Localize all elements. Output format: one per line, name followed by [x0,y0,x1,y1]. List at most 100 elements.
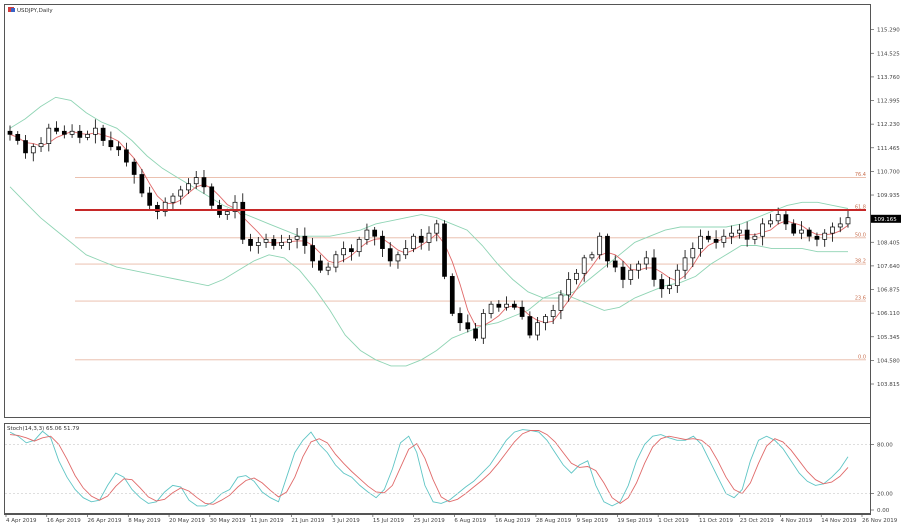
price-axis: 115.290 114.525 113.760 112.995 112.230 111.4… [870,28,900,388]
candle-bullish [46,127,52,144]
price-tick-label: 110.700 [877,169,900,175]
candle-bearish [380,235,385,249]
indicator-label: Stoch(14,3,3) 65.06 51.79 [7,426,80,432]
candles [7,119,851,344]
candle-bullish [411,235,416,249]
price-tick-label: 104.580 [877,358,900,364]
candle-bullish [845,217,851,225]
fib-level-label: 0.0 [858,354,866,360]
candle-bearish [7,130,13,135]
candle-bullish [550,310,556,317]
time-tick-label: 11 Oct 2019 [699,518,734,524]
candle-bullish [395,254,401,262]
candle-bearish [349,248,354,253]
candle-bearish [240,201,246,240]
candle-bullish [38,143,44,148]
candle-bearish [131,161,137,175]
candle-bullish [85,133,90,138]
candle-bullish [224,211,230,215]
price-tick-label: 109.935 [877,193,900,199]
candle-bullish [837,223,843,228]
time-tick-label: 19 Sep 2019 [617,518,652,524]
candle-bullish [721,235,727,243]
candle-bullish [480,313,486,339]
candle-bearish [108,140,114,148]
candle-bearish [473,328,478,339]
candle-bullish [488,303,494,314]
chart-title: USDJPY,Daily [17,8,53,14]
candle-bullish [628,269,634,280]
candle-bullish [574,272,579,280]
candle-bearish [61,130,67,135]
candle-bearish [527,316,533,336]
candle-bullish [325,266,331,271]
candle-bearish [209,186,215,206]
time-tick-label: 30 May 2019 [210,518,246,524]
candle-bullish [830,226,835,234]
candle-bullish [799,229,804,234]
time-tick-label: 6 Aug 2019 [454,518,486,524]
price-tick-label: 111.465 [877,146,900,152]
candle-bullish [674,269,680,287]
time-tick-label: 26 Apr 2019 [88,518,123,524]
time-tick-label: 23 Oct 2019 [740,518,775,524]
fib-level-label: 76.4 [855,172,866,178]
candle-bearish [465,322,471,330]
time-tick-label: 1 Oct 2019 [658,518,689,524]
candle-bearish [54,127,59,132]
bollinger-bands [9,96,849,367]
candle-bearish [744,229,750,240]
fib-level-label: 23.6 [855,296,866,302]
price-tick-label: 106.110 [877,311,900,317]
candle-bearish [23,140,28,154]
candle-bullish [768,220,773,225]
current-price-label: 109.165 [874,217,897,223]
candle-bearish [651,257,657,280]
candle-bullish [698,235,703,249]
time-tick-label: 4 Nov 2019 [780,518,812,524]
candle-bearish [372,229,378,237]
candle-bearish [512,303,517,308]
candle-bullish [279,242,284,246]
candle-bullish [364,229,370,240]
candle-bullish [682,257,688,271]
candle-bullish [729,232,734,237]
candle-bullish [333,254,339,268]
candle-bullish [294,235,300,240]
candle-bullish [543,316,548,324]
candle-bearish [605,235,610,262]
candle-bullish [255,242,261,246]
time-tick-label: 14 Nov 2019 [821,518,857,524]
candle-bearish [620,266,626,280]
price-tick-label: 114.525 [877,51,900,57]
candle-bullish [636,263,641,271]
time-tick-label: 16 Aug 2019 [495,518,531,524]
stoch-tick-label: 0.00 [877,508,890,514]
candle-bearish [100,127,106,141]
candle-bullish [504,303,509,308]
candle-bullish [752,235,758,240]
candle-bearish [155,205,160,212]
candle-bearish [302,235,308,246]
fib-level-label: 38.2 [855,259,866,265]
fib-level-label: 61.8 [855,205,866,211]
candle-bullish [589,254,595,259]
candle-bullish [403,248,409,256]
price-tick-label: 113.760 [877,75,900,81]
candle-bearish [418,235,424,243]
candle-bullish [426,232,432,243]
candle-bearish [116,146,121,151]
candle-bearish [519,306,525,317]
candle-bullish [597,235,603,256]
candle-bearish [713,238,719,243]
candle-bullish [263,238,269,243]
candle-bullish [760,223,765,237]
candle-bearish [814,235,820,240]
candle-bullish [30,146,36,154]
time-tick-label: 20 May 2019 [169,518,205,524]
candle-bearish [457,313,463,324]
time-tick-label: 16 Apr 2019 [47,518,82,524]
candle-bearish [15,133,21,141]
candle-bearish [449,276,455,314]
